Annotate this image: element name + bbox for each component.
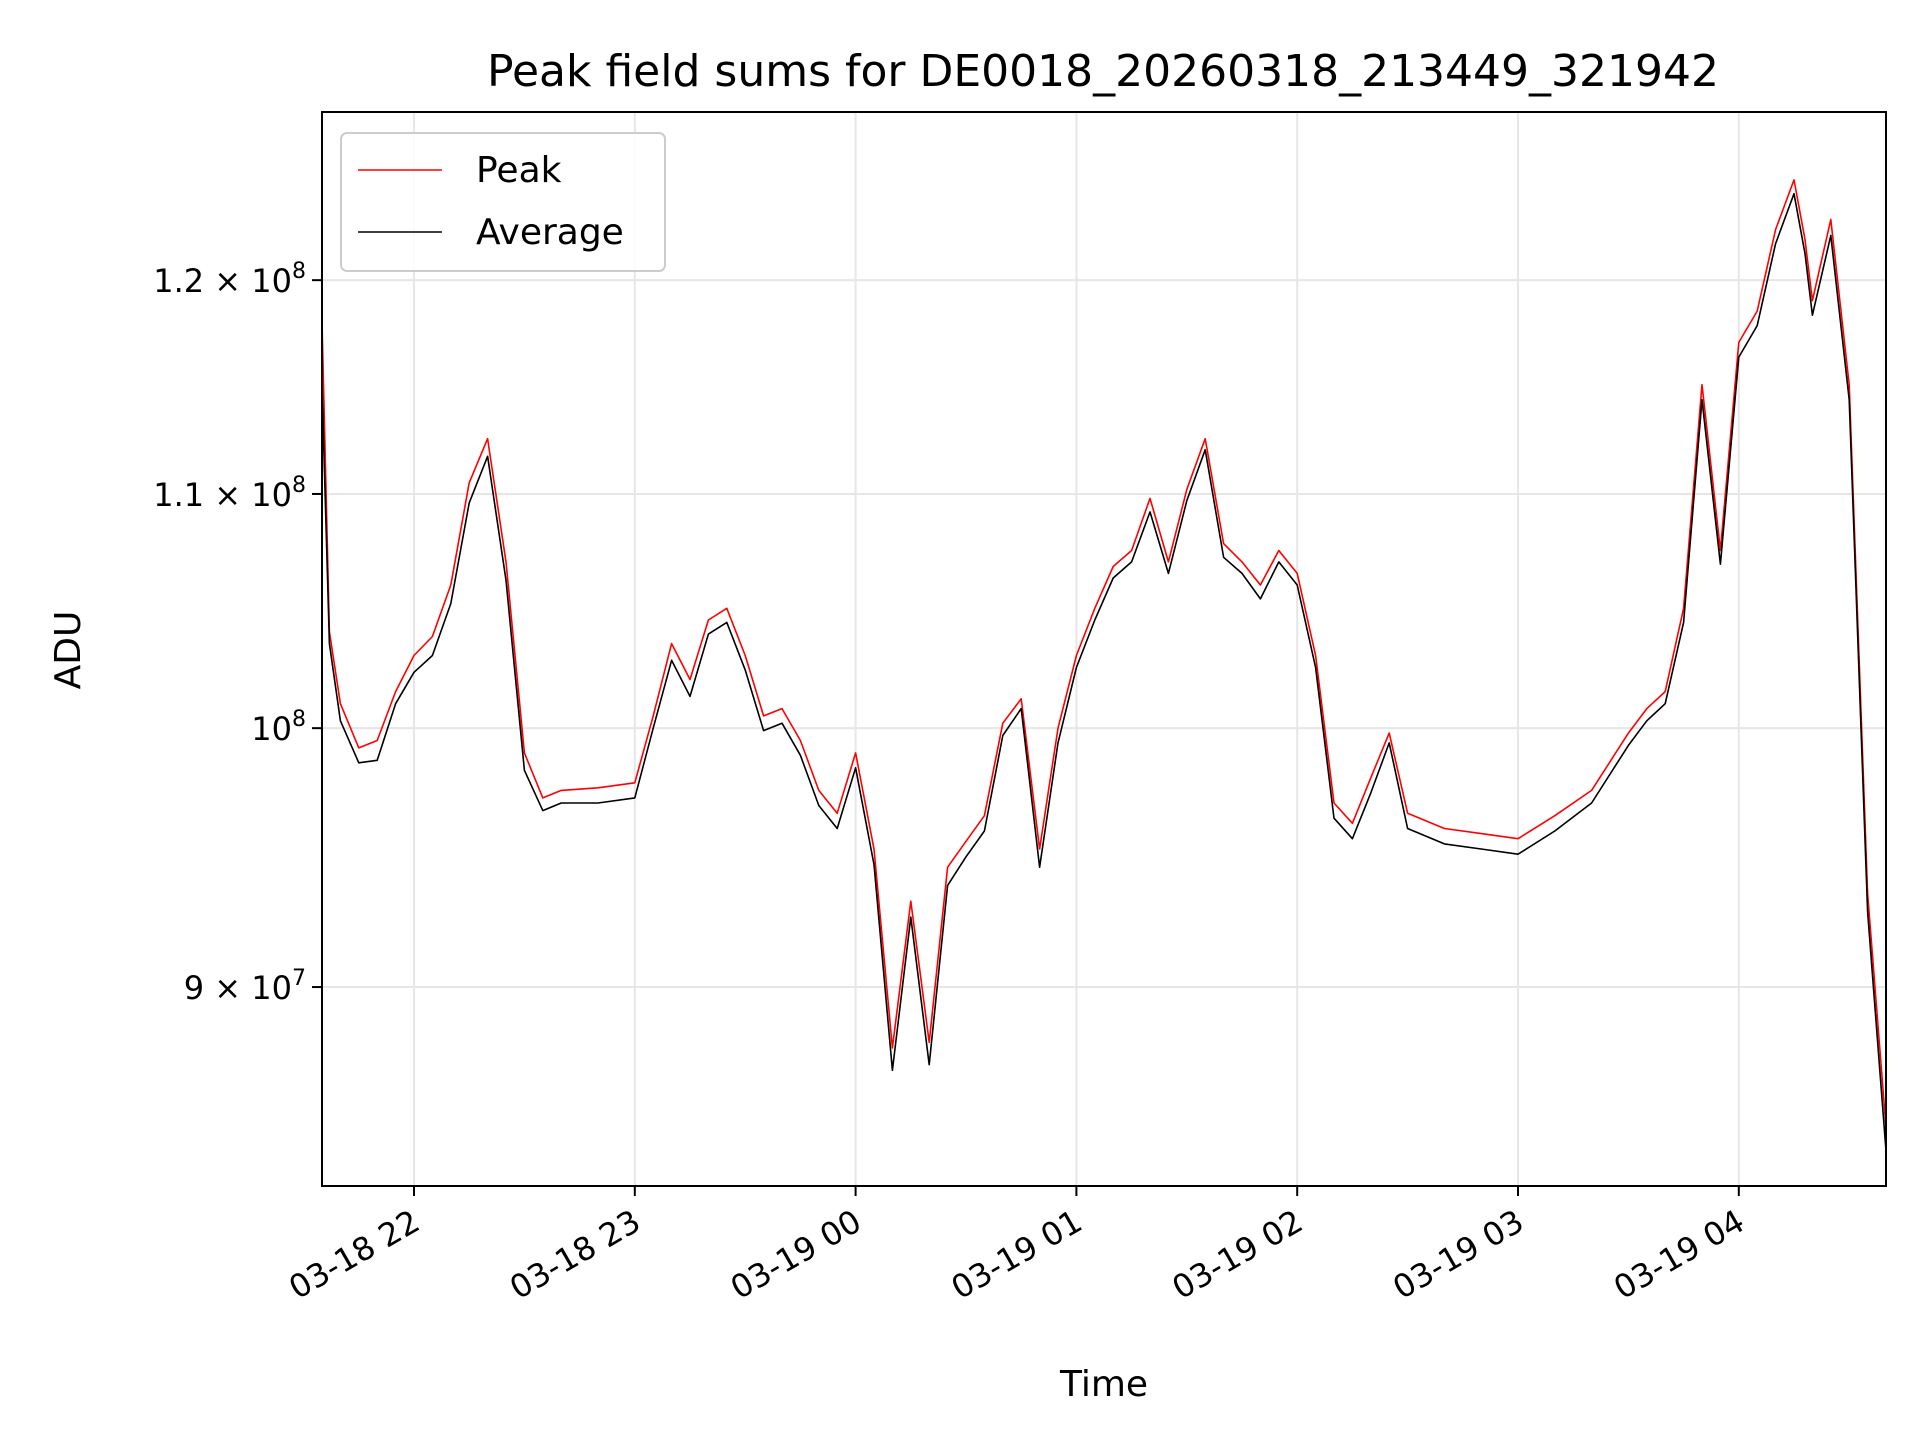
y-tick-exponent: 8 — [292, 259, 306, 284]
legend-label-peak: Peak — [476, 150, 562, 191]
plot-frame — [321, 111, 1887, 1187]
legend: Peak Average — [340, 132, 666, 272]
y-tick-label: 1.1 × 108 — [153, 473, 306, 514]
y-tick-label: 1.2 × 108 — [153, 259, 306, 300]
y-tick-exponent: 7 — [292, 966, 306, 991]
y-tick-base: 9 × 10 — [184, 969, 292, 1007]
y-tick-label: 108 — [251, 707, 306, 748]
legend-label-average: Average — [476, 212, 624, 253]
series-line-average — [321, 192, 1887, 1151]
y-tick-label: 9 × 107 — [184, 966, 306, 1007]
x-axis-label: Time — [1059, 1364, 1148, 1405]
y-tick-exponent: 8 — [292, 707, 306, 732]
y-tick-base: 10 — [251, 710, 292, 748]
y-tick-exponent: 8 — [292, 473, 306, 498]
legend-box — [340, 132, 666, 272]
chart-title: Peak field sums for DE0018_20260318_2134… — [487, 46, 1719, 97]
grid — [322, 112, 1886, 1186]
series-line-peak — [321, 179, 1887, 1128]
y-axis-label: ADU — [48, 611, 89, 690]
y-tick-base: 1.2 × 10 — [153, 262, 292, 300]
y-tick-base: 1.1 × 10 — [153, 476, 292, 514]
series-layer — [321, 179, 1887, 1151]
